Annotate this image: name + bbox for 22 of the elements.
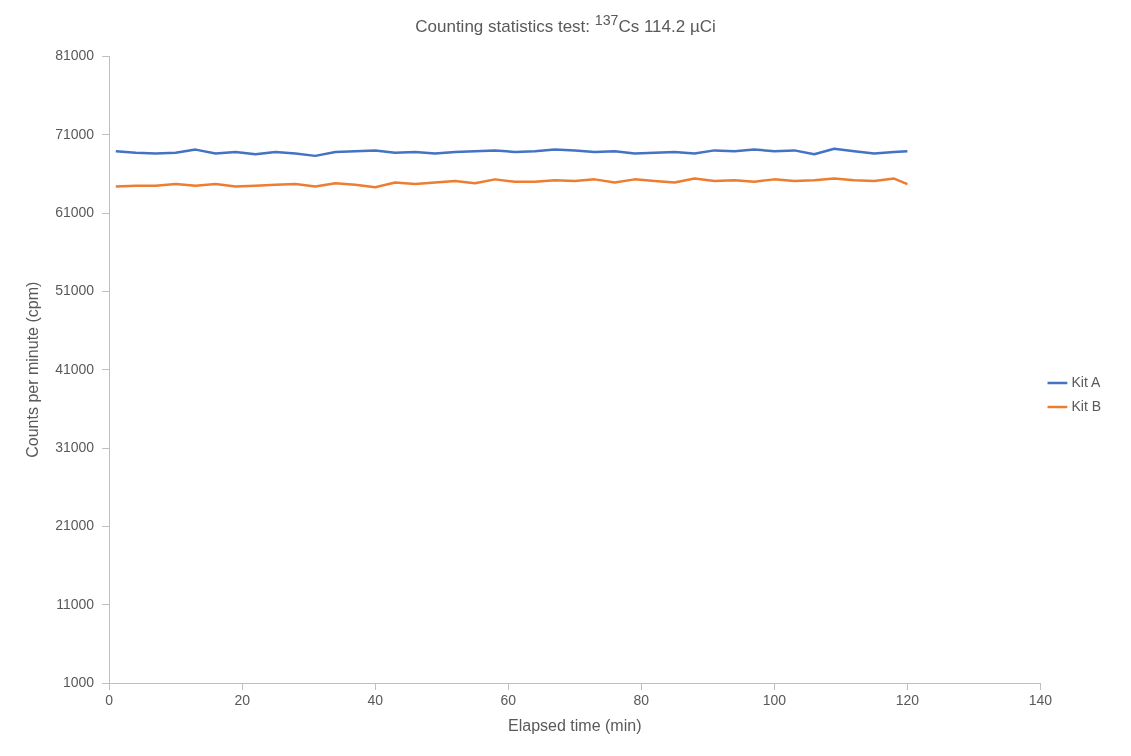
y-tick-label: 21000	[55, 517, 95, 534]
y-tick-label: 61000	[55, 203, 95, 220]
x-tick-label: 100	[762, 692, 787, 709]
chart-title: Counting statistics test: $^{137}$Cs 114.2 µCi	[414, 12, 717, 37]
y-tick-label: 51000	[55, 282, 95, 299]
y-tick-label: 71000	[55, 125, 95, 142]
x-tick-label: 120	[895, 692, 920, 709]
x-tick-label: 40	[367, 692, 384, 709]
y-tick-label: 1000	[62, 673, 95, 690]
x-tick-label: 80	[633, 692, 650, 709]
x-tick-label: 60	[500, 692, 517, 709]
y-tick-label: 81000	[55, 47, 95, 64]
x-axis-title: Elapsed time (min)	[508, 716, 642, 734]
y-axis-title: Counts per minute (cpm)	[24, 281, 42, 458]
legend-label: Kit A	[1071, 373, 1101, 390]
y-tick-label: 41000	[55, 360, 95, 377]
x-tick-label: 0	[105, 692, 114, 709]
x-tick-label: 20	[234, 692, 251, 709]
legend-label: Kit B	[1071, 397, 1102, 414]
x-tick-label: 140	[1028, 692, 1053, 709]
y-tick-label: 31000	[55, 438, 95, 455]
y-tick-label: 11000	[56, 595, 95, 612]
